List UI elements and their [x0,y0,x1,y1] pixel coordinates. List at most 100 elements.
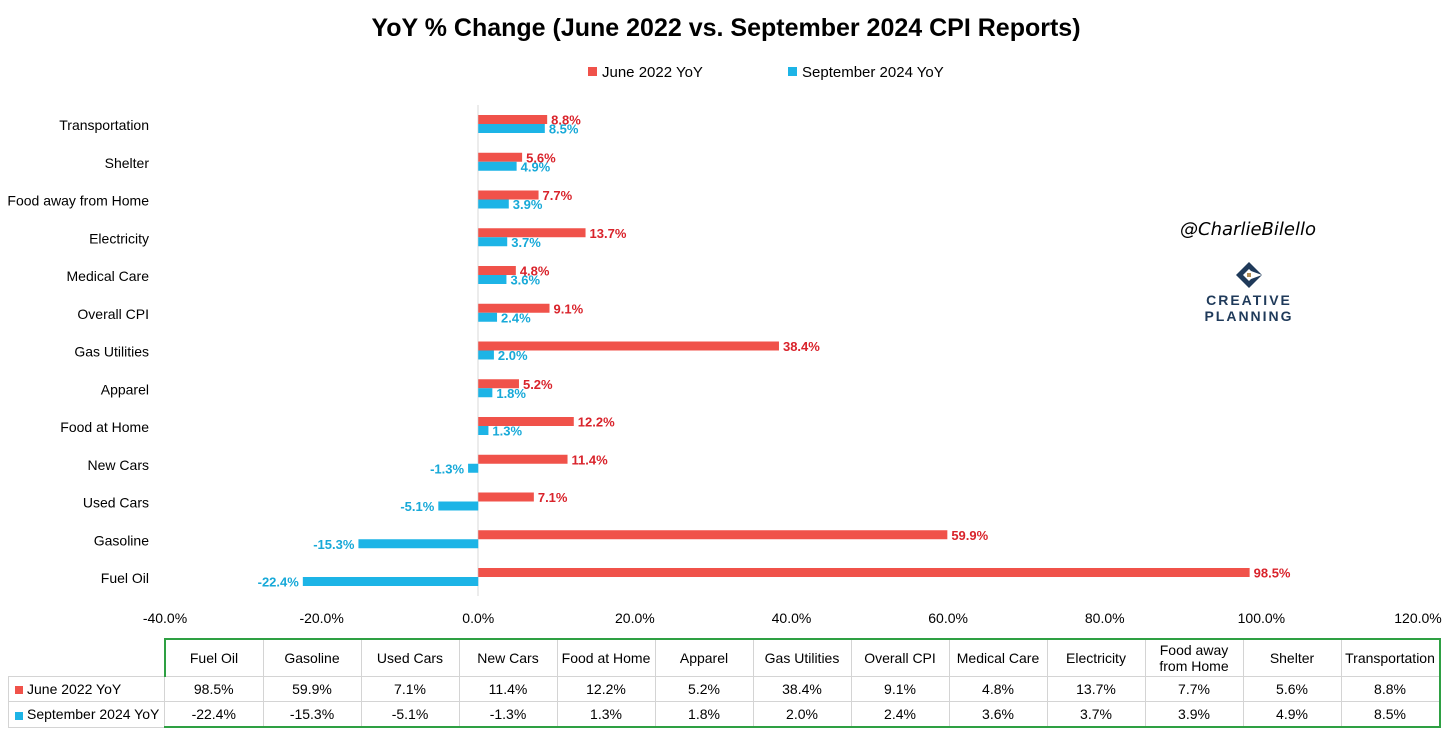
value-label-june-2022-shelter: 5.6% [526,150,556,165]
bar-june-2022-electricity [478,228,586,238]
category-label-transportation: Transportation [59,117,149,133]
bar-september-2024-food-away-from-home [478,199,509,209]
bar-june-2022-food-away-from-home [478,190,539,200]
table-cell-june-2022-gas-utilities: 38.4% [752,676,852,702]
category-label-electricity: Electricity [89,230,149,246]
table-row-june-2022: June 2022 YoY 98.5% 59.9% 7.1% 11.4% 12.2% 5.… [8,676,1441,702]
legend: June 2022 YoY September 2024 YoY [588,64,944,81]
bar-september-2024-overall-cpi [478,312,498,322]
value-label-september-2024-food-at-home: 1.3% [492,424,522,439]
x-tick-label: 120.0% [1394,610,1441,626]
bar-june-2022-apparel [478,379,519,389]
value-label-june-2022-new-cars: 11.4% [572,452,609,467]
x-tick-labels-layer: -40.0% -20.0% 0.0% 20.0% 40.0% 60.0% 80.0% 100.… [143,610,1442,626]
value-label-september-2024-transportation: 8.5% [549,122,579,137]
bar-june-2022-gasoline [478,530,948,540]
bar-september-2024-food-at-home [478,426,489,435]
bar-june-2022-shelter [478,152,523,162]
table-header-transportation: Transportation [1340,638,1441,677]
table-cell-september-2024-transportation: 8.5% [1340,701,1441,728]
bar-june-2022-used-cars [478,492,534,502]
category-labels-layer: Fuel Oil Gasoline Used Cars New Cars Food at… [7,117,149,586]
table-header-shelter: Shelter [1242,638,1342,677]
cpi-bar-chart: YoY % Change (June 2022 vs. September 20… [7,14,1442,626]
table-cell-september-2024-gas-utilities: 2.0% [752,701,852,728]
x-tick-label: -20.0% [299,610,343,626]
category-label-overall-cpi: Overall CPI [77,306,149,322]
bar-september-2024-new-cars [468,463,479,473]
x-tick-label: 80.0% [1085,610,1125,626]
table-series-name: September 2024 YoY [27,706,160,723]
table-header-gasoline: Gasoline [262,638,362,677]
category-label-new-cars: New Cars [88,457,149,473]
value-label-september-2024-gas-utilities: 2.0% [498,348,528,363]
category-label-apparel: Apparel [101,381,149,397]
table-header-overall-cpi: Overall CPI [850,638,950,677]
table-row-label-september-2024: September 2024 YoY [8,701,165,728]
bar-june-2022-new-cars [478,454,568,464]
table-cell-june-2022-apparel: 5.2% [654,676,754,702]
table-cell-september-2024-food-away-from-home: 3.9% [1144,701,1244,728]
table-cell-september-2024-new-cars: -1.3% [458,701,558,728]
x-tick-label: -40.0% [143,610,187,626]
value-label-june-2022-food-away-from-home: 7.7% [543,188,573,203]
table-cell-june-2022-transportation: 8.8% [1340,676,1441,702]
table-cell-september-2024-medical-care: 3.6% [948,701,1048,728]
bar-september-2024-medical-care [478,275,507,284]
table-row-september-2024: September 2024 YoY -22.4% -15.3% -5.1% -1.3… [8,701,1441,728]
watermark: @CharlieBilello [1180,219,1316,240]
legend-label-september-2024: September 2024 YoY [802,64,944,81]
x-tick-label: 40.0% [772,610,812,626]
category-label-medical-care: Medical Care [67,268,150,284]
legend-swatch-june-2022 [588,67,597,76]
table-header-food-at-home: Food at Home [556,638,656,677]
table-cell-september-2024-used-cars: -5.1% [360,701,460,728]
value-label-june-2022-overall-cpi: 9.1% [554,301,584,316]
table-cell-june-2022-new-cars: 11.4% [458,676,558,702]
table-cell-september-2024-food-at-home: 1.3% [556,701,656,728]
value-label-june-2022-food-at-home: 12.2% [578,415,615,430]
table-series-name: June 2022 YoY [27,681,122,697]
table-cell-september-2024-electricity: 3.7% [1046,701,1146,728]
chart-title: YoY % Change (June 2022 vs. September 20… [371,14,1080,42]
bar-september-2024-shelter [478,161,517,171]
table-header-fuel-oil: Fuel Oil [164,638,264,677]
value-label-september-2024-gasoline: -15.3% [313,537,355,552]
table-header-used-cars: Used Cars [360,638,460,677]
category-label-fuel-oil: Fuel Oil [101,570,149,586]
bar-september-2024-apparel [478,388,493,398]
table-cell-june-2022-food-at-home: 12.2% [556,676,656,702]
logo-mark-icon [1236,262,1262,288]
brand-line-1: CREATIVE [1206,292,1292,308]
table-swatch-september-2024 [15,711,23,720]
table-cell-september-2024-shelter: 4.9% [1242,701,1342,728]
table-header-gas-utilities: Gas Utilities [752,638,852,677]
bar-september-2024-fuel-oil [302,577,479,586]
table-cell-september-2024-fuel-oil: -22.4% [164,701,264,728]
value-label-june-2022-apparel: 5.2% [523,377,553,392]
x-tick-label: 0.0% [462,610,494,626]
table-cell-september-2024-gasoline: -15.3% [262,701,362,728]
category-label-shelter: Shelter [105,155,150,171]
bar-june-2022-fuel-oil [478,568,1250,577]
value-label-june-2022-gas-utilities: 38.4% [783,339,820,354]
table-header-new-cars: New Cars [458,638,558,677]
table-swatch-june-2022 [15,686,23,695]
table-header-medical-care: Medical Care [948,638,1048,677]
bar-june-2022-overall-cpi [478,303,550,313]
value-label-september-2024-apparel: 1.8% [496,386,526,401]
value-label-september-2024-fuel-oil: -22.4% [258,575,300,590]
bar-september-2024-transportation [478,124,545,133]
data-table: Fuel Oil Gasoline Used Cars New Cars Food at… [8,638,1441,728]
table-cell-june-2022-overall-cpi: 9.1% [850,676,950,702]
bar-september-2024-electricity [478,237,508,247]
category-label-gasoline: Gasoline [94,532,149,548]
bar-june-2022-food-at-home [478,417,574,426]
table-corner-cell [8,639,166,677]
table-cell-june-2022-gasoline: 59.9% [262,676,362,702]
value-label-june-2022-transportation: 8.8% [551,113,581,128]
value-labels-layer: 98.5% -22.4% 59.9% -15.3% 7.1% -5.1% 11.4% -1.3… [258,113,1291,590]
table-cell-june-2022-fuel-oil: 98.5% [164,676,264,702]
bar-june-2022-medical-care [478,266,516,275]
table-row-label-june-2022: June 2022 YoY [8,676,165,702]
